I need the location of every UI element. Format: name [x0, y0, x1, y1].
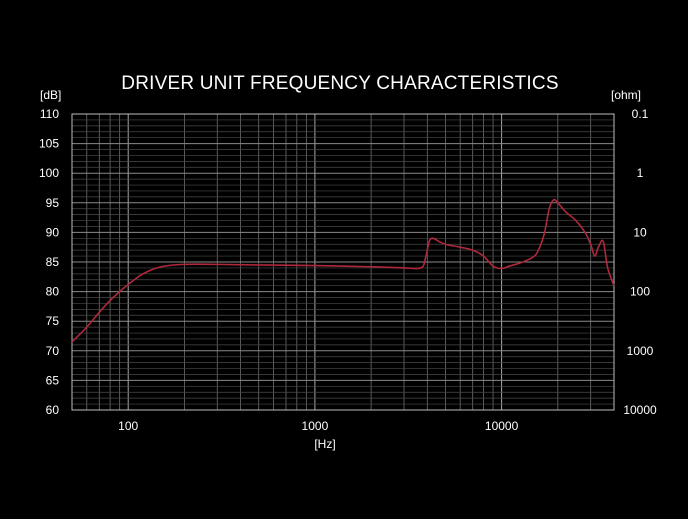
- y-right-tick-label: 1: [637, 166, 644, 180]
- left-axis-unit: [dB]: [40, 88, 61, 102]
- y-left-tick-label: 80: [46, 285, 60, 299]
- chart-title: DRIVER UNIT FREQUENCY CHARACTERISTICS: [121, 73, 558, 94]
- plot-frame: [71, 113, 615, 411]
- y-right-tick-label: 10000: [623, 403, 657, 417]
- y-right-tick-label: 100: [630, 285, 650, 299]
- y-left-tick-label: 90: [46, 225, 60, 239]
- y-left-tick-label: 60: [46, 403, 60, 417]
- y-right-tick-label: 1000: [627, 344, 654, 358]
- y-right-tick-label: 10: [633, 225, 647, 239]
- y-left-tick-label: 105: [39, 137, 59, 151]
- grid: [71, 113, 615, 411]
- x-tick-label: 100: [118, 419, 138, 433]
- y-left-tick-label: 70: [46, 344, 60, 358]
- y-left-tick-label: 110: [40, 107, 59, 121]
- frequency-response-line: [71, 198, 615, 343]
- y-left-tick-label: 75: [46, 314, 60, 328]
- y-right-tick-label: 0.1: [632, 107, 649, 121]
- series-layer: [71, 198, 615, 343]
- tick-labels: 60 65 70 75 80 85 90 95 100 105 110 10000 1000 100 10 1…: [39, 107, 657, 433]
- x-tick-label: 1000: [302, 419, 329, 433]
- right-axis-unit: [ohm]: [611, 88, 641, 102]
- plot-border: [71, 113, 615, 411]
- x-tick-label: 10000: [485, 419, 519, 433]
- x-axis-unit: [Hz]: [314, 437, 335, 451]
- y-left-tick-label: 65: [46, 373, 60, 387]
- y-left-tick-label: 95: [46, 196, 60, 210]
- y-left-tick-label: 100: [39, 166, 59, 180]
- y-left-tick-label: 85: [46, 255, 60, 269]
